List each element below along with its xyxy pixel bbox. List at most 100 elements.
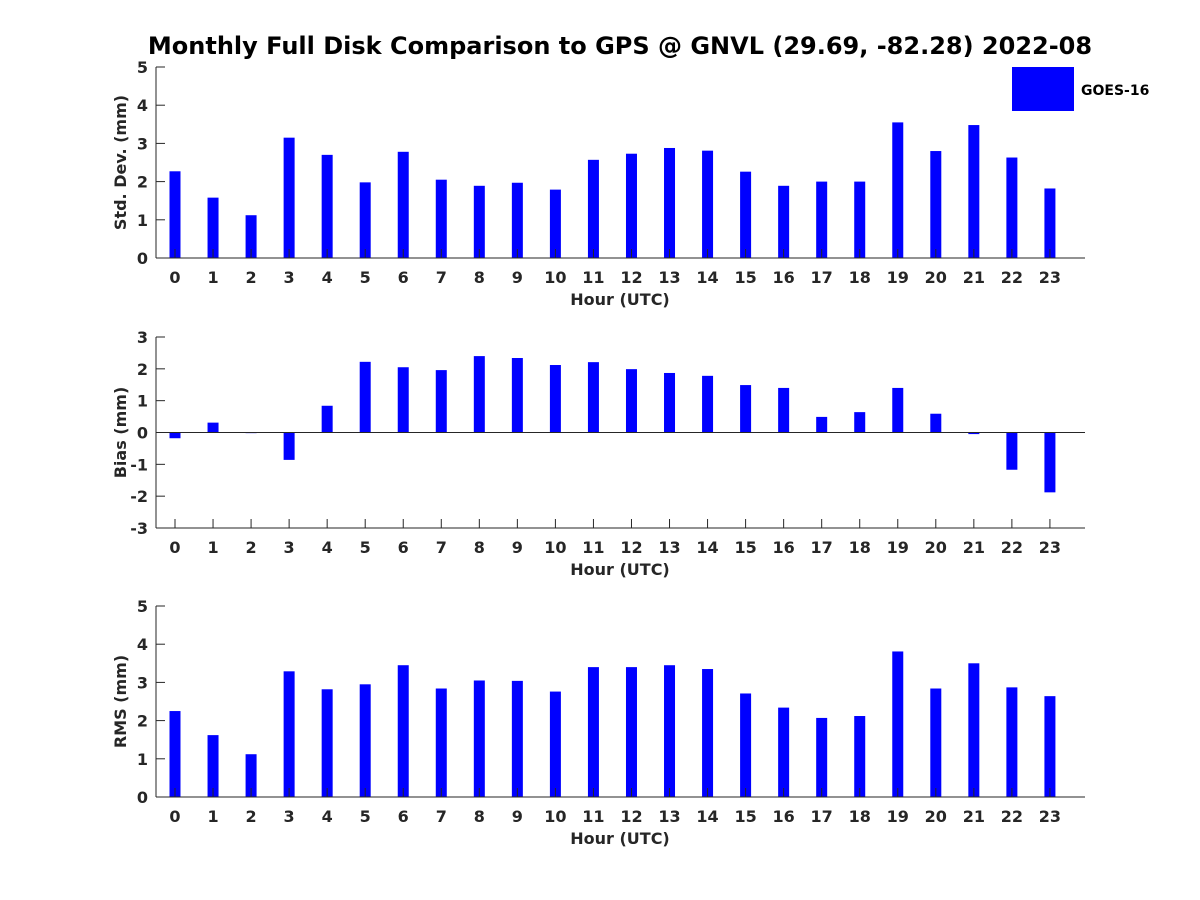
x-tick-label: 12 (620, 538, 642, 557)
x-tick-label: 16 (773, 268, 795, 287)
x-tick-label: 22 (1001, 807, 1023, 826)
bar-hour-16 (778, 185, 790, 258)
y-axis-label: RMS (mm) (111, 655, 130, 748)
x-tick-label: 6 (398, 268, 409, 287)
bar-hour-19 (892, 387, 904, 433)
bar-hour-7 (435, 688, 447, 797)
bar-hour-6 (397, 151, 409, 258)
x-axis-label: Hour (UTC) (570, 290, 670, 309)
legend-swatch (1012, 67, 1074, 111)
x-tick-label: 11 (582, 807, 604, 826)
bar-hour-20 (930, 151, 942, 258)
bar-hour-8 (473, 356, 485, 433)
x-tick-label: 21 (963, 807, 985, 826)
bar-hour-0 (169, 711, 181, 797)
x-tick-label: 4 (322, 807, 333, 826)
x-tick-label: 21 (963, 268, 985, 287)
bar-hour-13 (664, 665, 676, 797)
x-tick-label: 23 (1039, 807, 1061, 826)
x-tick-label: 12 (620, 807, 642, 826)
x-tick-label: 23 (1039, 268, 1061, 287)
x-tick-label: 13 (658, 807, 680, 826)
bar-hour-17 (816, 717, 828, 797)
x-tick-label: 22 (1001, 538, 1023, 557)
x-tick-label: 0 (169, 268, 180, 287)
x-tick-label: 23 (1039, 538, 1061, 557)
bar-hour-8 (473, 185, 485, 258)
bar-hour-14 (702, 150, 714, 258)
x-tick-label: 7 (436, 268, 447, 287)
x-tick-label: 20 (925, 538, 947, 557)
bar-hour-21 (968, 125, 980, 258)
x-tick-label: 3 (284, 538, 295, 557)
bar-hour-4 (321, 689, 333, 797)
x-tick-label: 13 (658, 268, 680, 287)
x-tick-label: 10 (544, 807, 566, 826)
bar-hour-22 (1006, 687, 1018, 797)
x-tick-label: 10 (544, 538, 566, 557)
x-tick-label: 7 (436, 807, 447, 826)
x-tick-label: 8 (474, 538, 485, 557)
x-tick-label: 14 (696, 268, 718, 287)
x-tick-label: 15 (734, 268, 756, 287)
x-tick-label: 21 (963, 538, 985, 557)
x-axis-label: Hour (UTC) (570, 560, 670, 579)
bar-hour-12 (625, 369, 637, 433)
x-tick-label: 2 (246, 538, 257, 557)
x-tick-label: 2 (246, 268, 257, 287)
y-tick-label: 2 (137, 173, 148, 192)
x-tick-label: 2 (246, 807, 257, 826)
x-tick-label: 18 (849, 538, 871, 557)
y-tick-label: 4 (137, 635, 148, 654)
x-tick-label: 10 (544, 268, 566, 287)
bar-hour-3 (283, 137, 295, 258)
x-tick-label: 9 (512, 538, 523, 557)
y-tick-label: 0 (137, 249, 148, 268)
bar-hour-23 (1044, 696, 1056, 797)
y-tick-label: 1 (137, 392, 148, 411)
bar-hour-19 (892, 651, 904, 797)
bar-hour-14 (702, 375, 714, 433)
x-tick-label: 9 (512, 268, 523, 287)
bar-hour-14 (702, 669, 714, 797)
bar-hour-1 (207, 735, 219, 797)
bar-hour-16 (778, 707, 790, 797)
y-tick-label: 3 (137, 328, 148, 347)
figure-title: Monthly Full Disk Comparison to GPS @ GN… (148, 32, 1092, 60)
x-tick-label: 20 (925, 268, 947, 287)
x-tick-label: 9 (512, 807, 523, 826)
x-tick-label: 14 (696, 807, 718, 826)
x-tick-label: 1 (207, 538, 218, 557)
bar-hour-4 (321, 405, 333, 433)
y-tick-label: 3 (137, 673, 148, 692)
bar-hour-15 (740, 385, 752, 433)
bar-hour-6 (397, 665, 409, 797)
y-axis-label: Std. Dev. (mm) (111, 95, 130, 230)
bar-hour-13 (664, 372, 676, 433)
x-tick-label: 17 (811, 268, 833, 287)
legend: GOES-16 (1012, 67, 1149, 111)
bar-hour-11 (587, 362, 599, 433)
bar-hour-4 (321, 154, 333, 258)
bar-hour-2 (245, 215, 257, 258)
bar-hour-15 (740, 693, 752, 797)
y-tick-label: -1 (130, 455, 148, 474)
bar-hour-20 (930, 413, 942, 433)
bar-hour-18 (854, 412, 866, 433)
bar-hour-22 (1006, 157, 1018, 258)
bar-hour-16 (778, 387, 790, 433)
x-tick-label: 11 (582, 268, 604, 287)
bar-hour-21 (968, 432, 980, 435)
x-tick-label: 5 (360, 268, 371, 287)
x-axis-label: Hour (UTC) (570, 829, 670, 848)
x-tick-label: 11 (582, 538, 604, 557)
y-axis-label: Bias (mm) (111, 387, 130, 479)
bar-hour-5 (359, 361, 371, 433)
bar-hour-23 (1044, 188, 1056, 258)
bar-hour-5 (359, 684, 371, 797)
y-tick-label: -2 (130, 487, 148, 506)
bar-hour-13 (664, 147, 676, 258)
